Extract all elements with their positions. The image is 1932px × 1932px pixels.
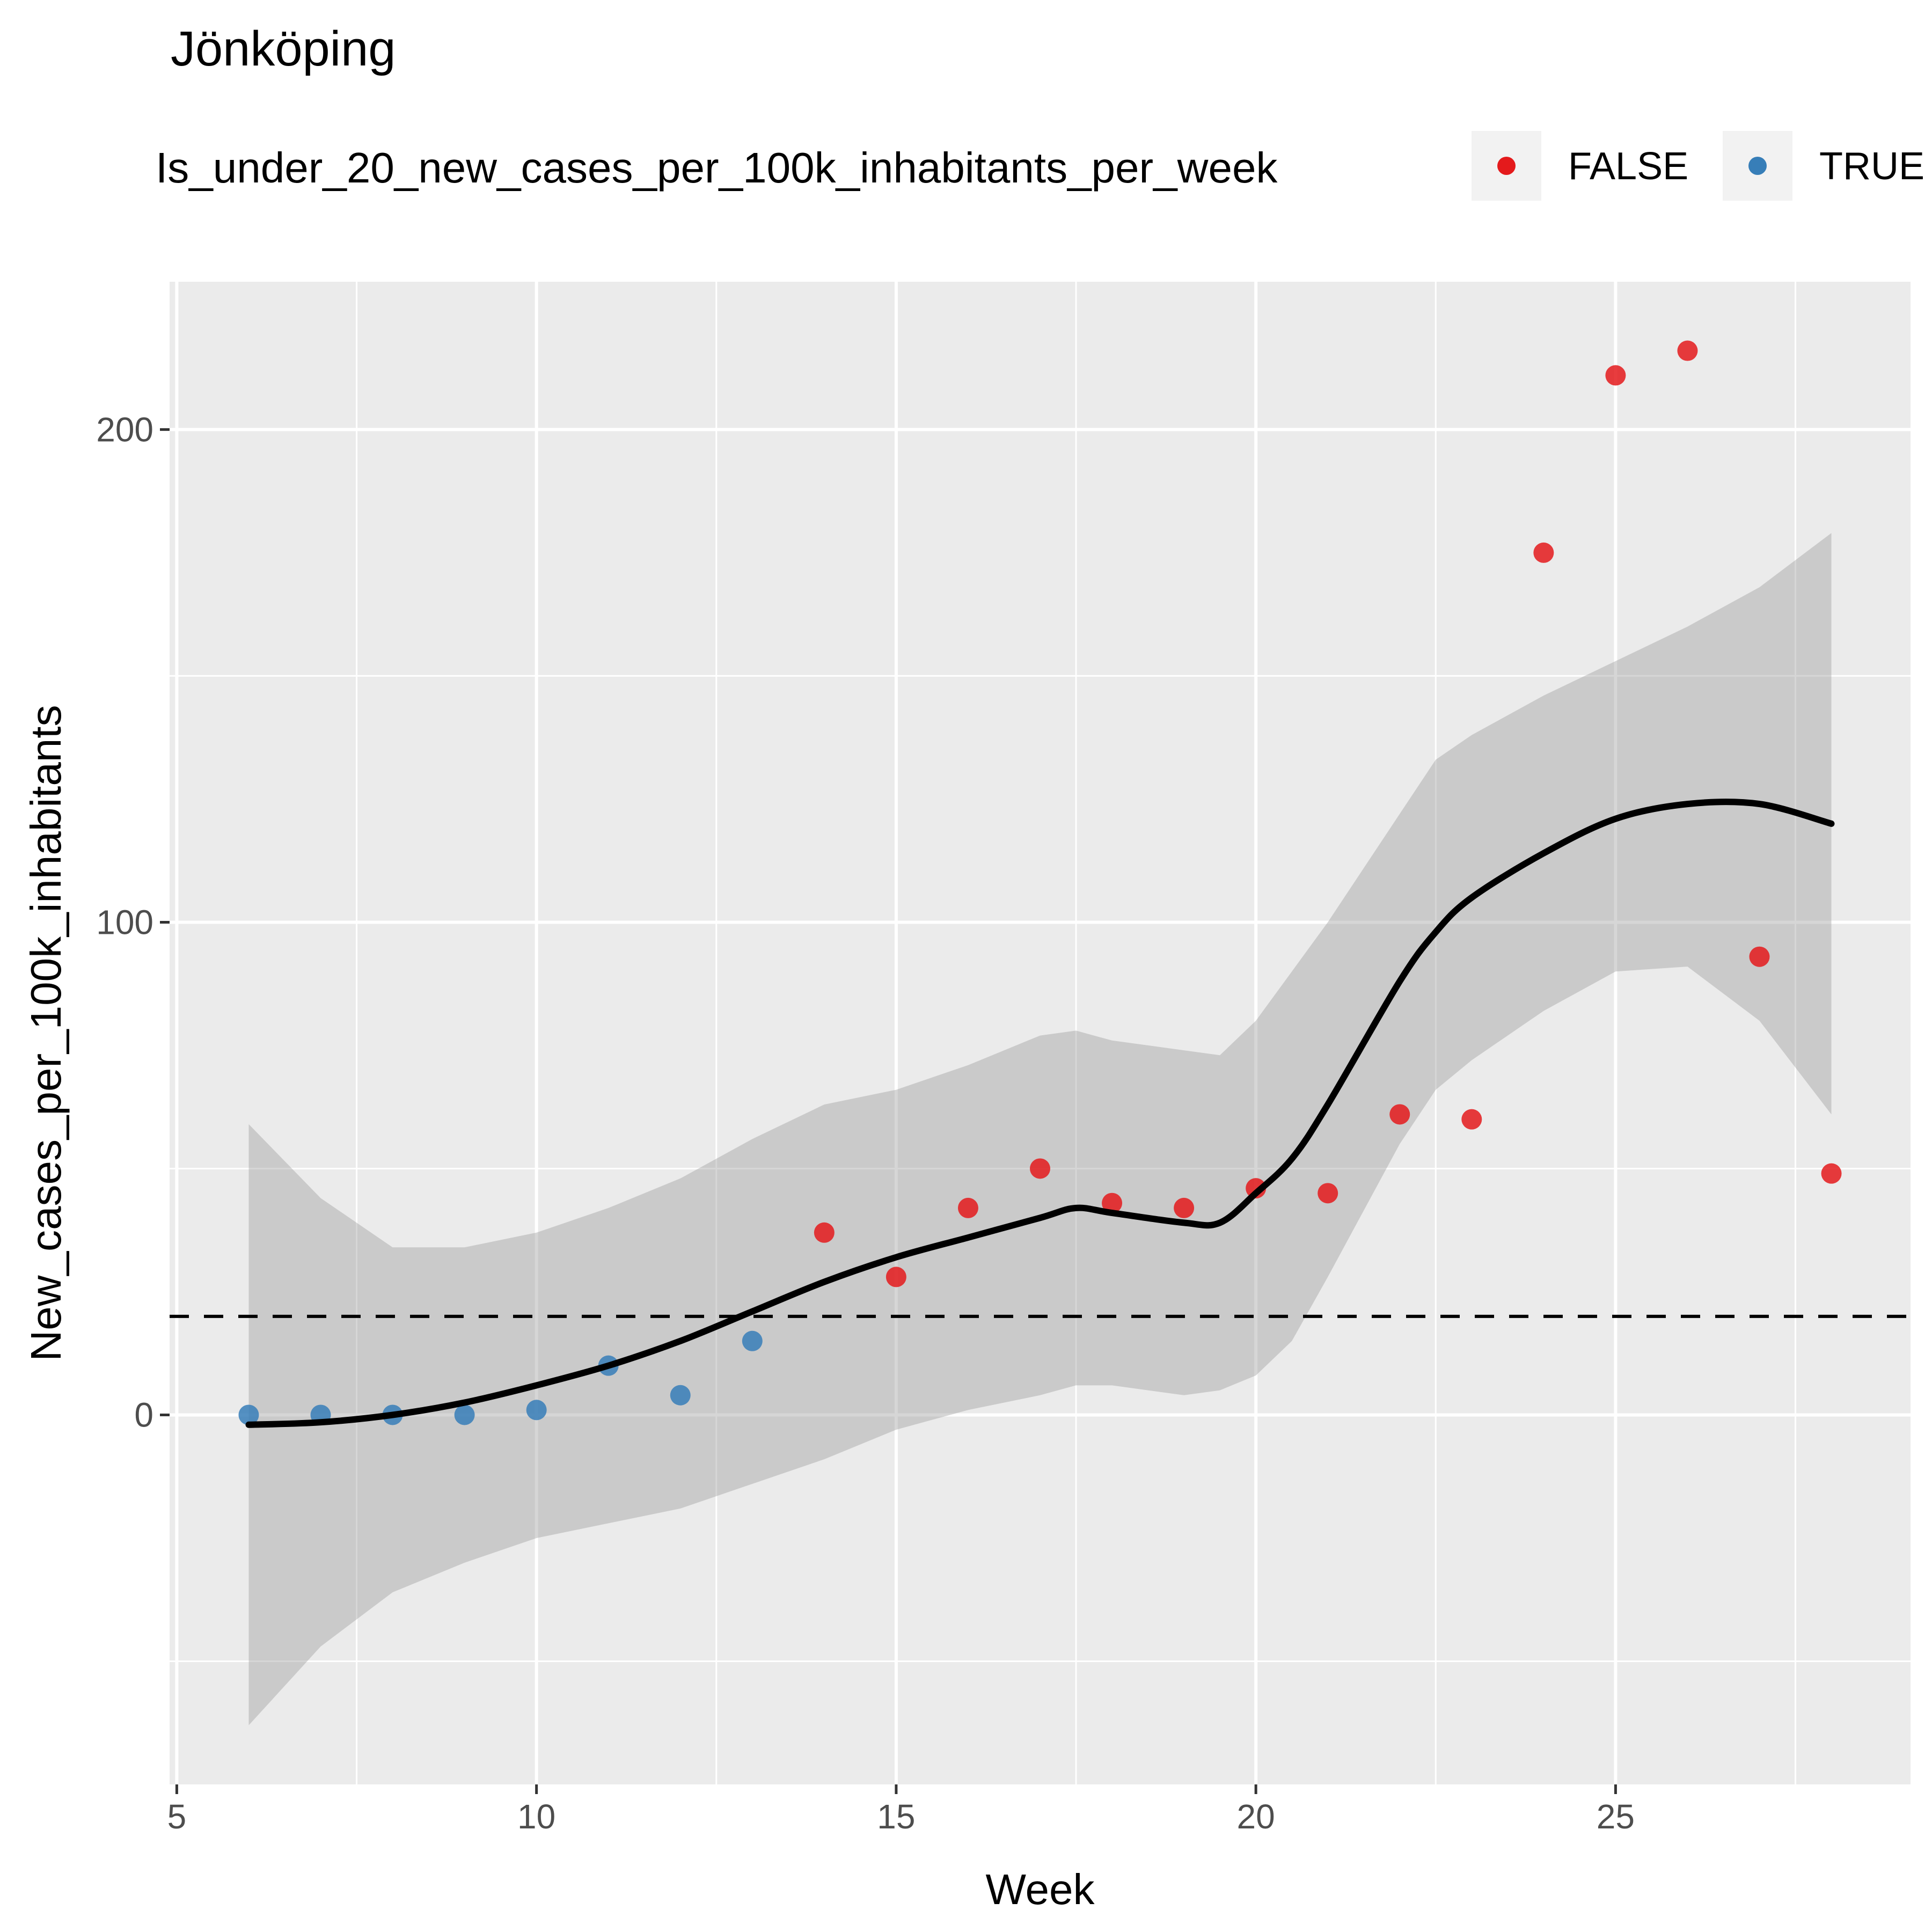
- legend-label-false: FALSE: [1568, 145, 1688, 188]
- x-tick-label: 20: [1237, 1797, 1275, 1836]
- point-true-week-10: [526, 1400, 547, 1421]
- point-false-week-24: [1533, 542, 1554, 563]
- y-tick-label: 0: [134, 1395, 153, 1434]
- point-false-week-25: [1605, 365, 1626, 386]
- point-true-week-6: [238, 1404, 259, 1425]
- legend-entry-false: FALSE: [1472, 131, 1688, 201]
- point-true-week-13: [742, 1330, 763, 1351]
- grid-minor: [170, 282, 1911, 1784]
- point-true-week-12: [670, 1385, 691, 1406]
- smooth-trend-line: [245, 799, 1835, 1428]
- grid-major: [170, 282, 1911, 1784]
- point-false-week-18: [1102, 1192, 1123, 1213]
- point-false-week-14: [814, 1222, 835, 1243]
- point-false-week-15: [885, 1267, 906, 1287]
- legend-entry-true: TRUE: [1723, 131, 1924, 201]
- point-false-week-20: [1246, 1178, 1267, 1199]
- legend-swatch-true: [1748, 157, 1767, 175]
- confidence-band: [248, 533, 1832, 1725]
- point-false-week-28: [1821, 1163, 1842, 1184]
- legend-swatch-false: [1497, 157, 1516, 175]
- point-false-week-19: [1174, 1197, 1195, 1218]
- data-points: [238, 340, 1842, 1425]
- y-axis-title: New_cases_per_100k_inhabitants: [22, 705, 70, 1361]
- point-false-week-26: [1677, 340, 1698, 361]
- x-axis-title: Week: [985, 1865, 1095, 1913]
- x-axis: 5 10 15 20 25: [167, 1784, 1635, 1836]
- point-false-week-21: [1318, 1183, 1338, 1204]
- point-true-week-9: [454, 1404, 475, 1425]
- y-tick-label: 200: [96, 410, 153, 449]
- x-tick-label: 15: [877, 1797, 915, 1836]
- point-false-week-17: [1030, 1158, 1050, 1179]
- point-false-week-27: [1749, 946, 1770, 967]
- x-tick-label: 10: [517, 1797, 555, 1836]
- y-tick-label: 100: [96, 903, 153, 941]
- chart-title: Jönköping: [171, 21, 396, 76]
- x-tick-label: 25: [1597, 1797, 1635, 1836]
- point-false-week-16: [957, 1197, 978, 1218]
- point-false-week-23: [1461, 1109, 1482, 1130]
- legend: Is_under_20_new_cases_per_100k_inhabitan…: [156, 131, 1924, 201]
- y-axis: 0 100 200: [96, 410, 170, 1434]
- legend-title: Is_under_20_new_cases_per_100k_inhabitan…: [156, 144, 1278, 192]
- x-tick-label: 5: [167, 1797, 187, 1836]
- legend-label-true: TRUE: [1819, 145, 1924, 188]
- point-false-week-22: [1389, 1104, 1410, 1125]
- plot-panel: [170, 282, 1911, 1784]
